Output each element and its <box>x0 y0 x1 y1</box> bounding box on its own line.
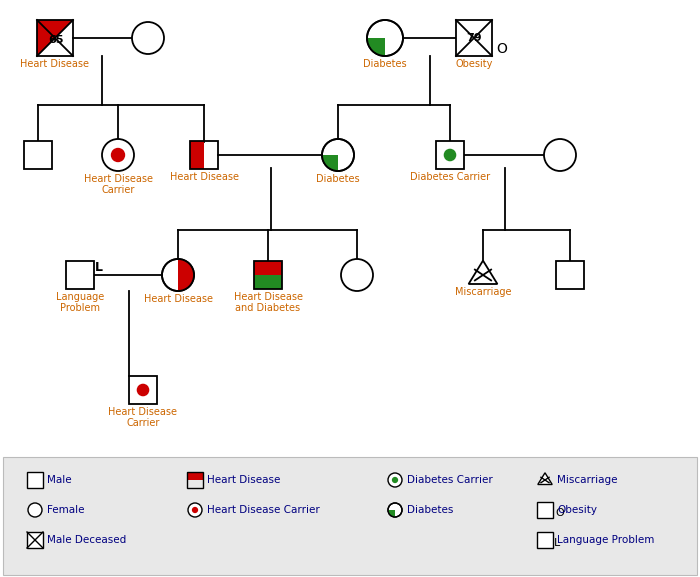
Text: Male Deceased: Male Deceased <box>47 535 126 545</box>
Text: Diabetes Carrier: Diabetes Carrier <box>407 475 493 485</box>
Text: Heart Disease: Heart Disease <box>207 475 281 485</box>
Bar <box>37 20 73 56</box>
Bar <box>537 502 553 518</box>
Bar <box>254 261 282 289</box>
Circle shape <box>544 139 576 171</box>
Wedge shape <box>178 260 193 290</box>
Text: Carrier: Carrier <box>102 185 134 195</box>
Polygon shape <box>37 20 73 56</box>
Text: Obesity: Obesity <box>455 59 493 69</box>
Text: Heart Disease: Heart Disease <box>20 59 90 69</box>
Bar <box>190 141 204 169</box>
Circle shape <box>132 22 164 54</box>
Bar <box>537 532 553 548</box>
Bar <box>129 376 157 404</box>
Bar <box>66 261 94 289</box>
Text: Heart Disease: Heart Disease <box>234 292 302 302</box>
Text: O: O <box>555 508 564 518</box>
Bar <box>556 261 584 289</box>
Bar <box>187 472 203 480</box>
Bar <box>254 275 282 289</box>
Text: Diabetes: Diabetes <box>407 505 454 515</box>
Text: Language: Language <box>56 292 104 302</box>
Text: 79: 79 <box>466 33 482 43</box>
Circle shape <box>136 384 149 396</box>
Text: Carrier: Carrier <box>126 418 160 428</box>
Circle shape <box>388 473 402 487</box>
Text: Male: Male <box>47 475 71 485</box>
Text: Heart Disease: Heart Disease <box>108 407 178 417</box>
Text: O: O <box>496 42 507 56</box>
Text: Diabetes Carrier: Diabetes Carrier <box>410 172 490 182</box>
Text: Diabetes: Diabetes <box>316 174 360 184</box>
Circle shape <box>162 259 194 291</box>
Polygon shape <box>538 473 552 485</box>
Bar <box>3 457 697 575</box>
Text: Miscarriage: Miscarriage <box>557 475 617 485</box>
Circle shape <box>341 259 373 291</box>
Wedge shape <box>323 155 338 170</box>
Circle shape <box>322 139 354 171</box>
Bar <box>27 532 43 548</box>
Bar <box>456 20 492 56</box>
Circle shape <box>367 20 403 56</box>
Text: Heart Disease: Heart Disease <box>144 294 213 304</box>
Text: 65: 65 <box>48 35 64 45</box>
Bar <box>436 141 464 169</box>
Circle shape <box>28 503 42 517</box>
Bar <box>24 141 52 169</box>
Bar <box>190 141 218 169</box>
Bar <box>254 261 282 275</box>
Circle shape <box>192 507 198 513</box>
Text: Language Problem: Language Problem <box>557 535 654 545</box>
Text: Miscarriage: Miscarriage <box>455 287 511 297</box>
Circle shape <box>111 148 125 162</box>
Circle shape <box>188 503 202 517</box>
Text: and Diabetes: and Diabetes <box>235 303 300 313</box>
Text: Female: Female <box>47 505 85 515</box>
Text: L: L <box>554 538 560 548</box>
Text: Heart Disease: Heart Disease <box>169 172 239 182</box>
Circle shape <box>102 139 134 171</box>
Text: L: L <box>95 261 103 274</box>
Bar <box>187 472 203 488</box>
Circle shape <box>444 149 456 162</box>
Wedge shape <box>368 38 385 55</box>
Text: Problem: Problem <box>60 303 100 313</box>
Text: Heart Disease: Heart Disease <box>83 174 153 184</box>
Text: Obesity: Obesity <box>557 505 597 515</box>
Circle shape <box>388 503 402 517</box>
Circle shape <box>392 477 398 483</box>
Polygon shape <box>468 261 498 284</box>
Text: Diabetes: Diabetes <box>363 59 407 69</box>
Text: Heart Disease Carrier: Heart Disease Carrier <box>207 505 320 515</box>
Bar <box>27 472 43 488</box>
Wedge shape <box>389 510 395 516</box>
